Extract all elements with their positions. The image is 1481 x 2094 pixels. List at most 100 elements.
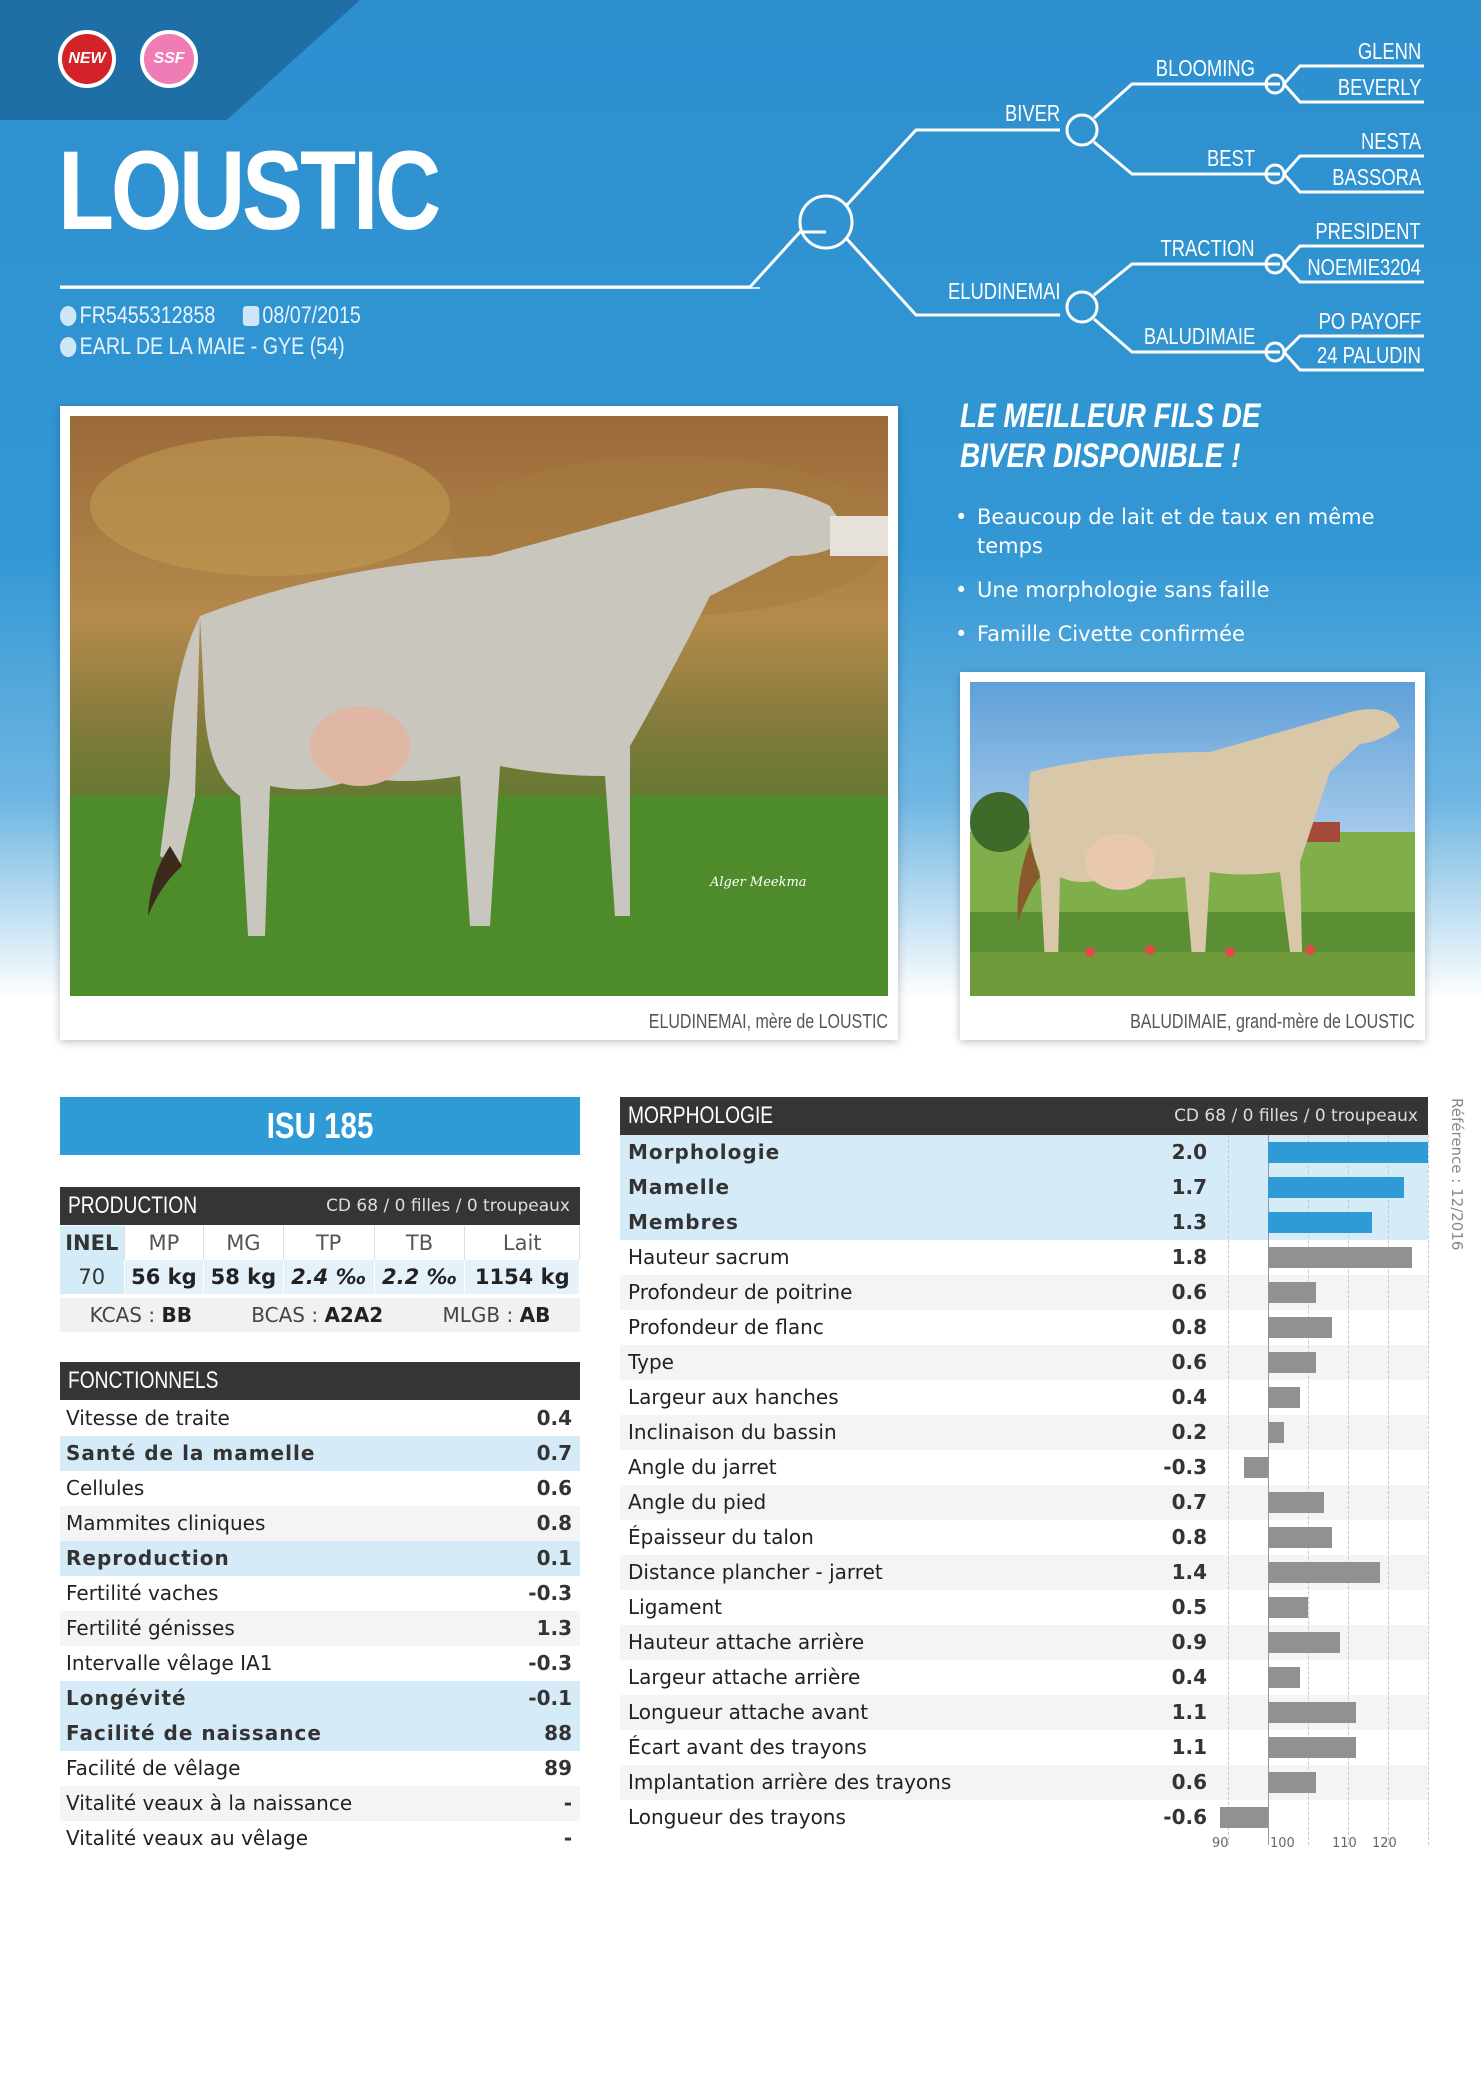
morphologie-row: Ligament 0.5 <box>620 1590 1428 1625</box>
morphologie-bar <box>1268 1212 1372 1233</box>
kcas: KCAS : BB <box>89 1303 192 1327</box>
fonctionnel-row: Mammites cliniques 0.8 <box>60 1506 580 1541</box>
morphologie-label: Profondeur de flanc <box>628 1315 824 1339</box>
main-cow-photo: Alger Meekma <box>70 416 888 996</box>
morphologie-label: Membres <box>628 1210 739 1234</box>
cell-value: 2.2 ‰ <box>374 1260 466 1294</box>
morphologie-bar <box>1268 1527 1332 1548</box>
morphologie-value: -0.3 <box>1163 1455 1207 1479</box>
fonctionnel-value: 1.3 <box>536 1616 572 1640</box>
morphologie-label: Implantation arrière des trayons <box>628 1770 952 1794</box>
morphologie-value: 1.1 <box>1171 1700 1207 1724</box>
col-header: Lait <box>464 1226 580 1260</box>
morphologie-value: 0.8 <box>1171 1315 1207 1339</box>
col-header: MP <box>124 1226 205 1260</box>
morphologie-value: 0.4 <box>1171 1385 1207 1409</box>
breeder-icon <box>60 337 77 357</box>
morphologie-bar <box>1268 1702 1356 1723</box>
morphologie-row: Angle du jarret -0.3 <box>620 1450 1428 1485</box>
highlights-list: Beaucoup de lait et de taux en même temp… <box>955 503 1395 664</box>
pedigree-sss: GLENN <box>1357 38 1421 64</box>
highlight-item: Famille Civette confirmée <box>955 620 1395 649</box>
pedigree-dsd: NOEMIE3204 <box>1307 254 1421 280</box>
small-photo-frame: BALUDIMAIE, grand-mère de LOUSTIC <box>960 672 1425 1040</box>
main-photo-caption: ELUDINEMAI, mère de LOUSTIC <box>648 1011 888 1033</box>
mlgb: MLGB : AB <box>442 1303 551 1327</box>
morphologie-value: 0.6 <box>1171 1770 1207 1794</box>
grid-line <box>1308 1135 1309 1845</box>
fonctionnel-label: Facilité de naissance <box>66 1721 322 1745</box>
morphologie-value: 0.5 <box>1171 1595 1207 1619</box>
fonctionnel-value: 0.1 <box>536 1546 572 1570</box>
morphologie-row: Épaisseur du talon 0.8 <box>620 1520 1428 1555</box>
fonctionnel-label: Mammites cliniques <box>66 1511 266 1535</box>
morphologie-bar <box>1268 1597 1308 1618</box>
morphologie-bar <box>1268 1247 1412 1268</box>
pedigree-dam-sire: TRACTION <box>1160 235 1255 261</box>
fonctionnel-label: Cellules <box>66 1476 145 1500</box>
morphologie-bar <box>1268 1387 1300 1408</box>
fonctionnel-label: Intervalle vêlage IA1 <box>66 1651 273 1675</box>
fonctionnel-value: - <box>563 1791 572 1815</box>
cell-value: 58 kg <box>203 1260 284 1294</box>
fonctionnel-value: 0.4 <box>536 1406 572 1430</box>
morphologie-label: Longueur attache avant <box>628 1700 869 1724</box>
morphologie-value: 0.4 <box>1171 1665 1207 1689</box>
small-cow-photo <box>970 682 1415 996</box>
fonctionnel-row: Facilité de vêlage 89 <box>60 1751 580 1786</box>
axis-tick-label: 90 <box>1212 1836 1229 1851</box>
bcas: BCAS : A2A2 <box>251 1303 384 1327</box>
grid-line <box>1228 1135 1229 1845</box>
morphologie-label: Distance plancher - jarret <box>628 1560 883 1584</box>
id-line: FR5455312858 08/07/2015 <box>60 302 361 330</box>
fonctionnel-value: -0.3 <box>528 1581 572 1605</box>
morphologie-row: Inclinaison du bassin 0.2 <box>620 1415 1428 1450</box>
highlight-item: Beaucoup de lait et de taux en même temp… <box>955 503 1395 561</box>
morphologie-value: -0.6 <box>1163 1805 1207 1829</box>
morphologie-label: Épaisseur du talon <box>628 1525 814 1549</box>
breeder: EARL DE LA MAIE - GYE (54) <box>79 333 345 360</box>
pedigree-dam: ELUDINEMAI <box>948 278 1061 304</box>
svg-text:Alger Meekma: Alger Meekma <box>709 875 807 890</box>
morphologie-value: 1.1 <box>1171 1735 1207 1759</box>
morphologie-row: Hauteur sacrum 1.8 <box>620 1240 1428 1275</box>
morphologie-label: Angle du jarret <box>628 1455 777 1479</box>
calendar-icon <box>242 306 260 326</box>
fonctionnel-row: Longévité -0.1 <box>60 1681 580 1716</box>
fonctionnel-value: 88 <box>544 1721 572 1745</box>
cell-value: 56 kg <box>124 1260 205 1294</box>
morphologie-row: Largeur attache arrière 0.4 <box>620 1660 1428 1695</box>
pedigree-sds: NESTA <box>1361 128 1421 154</box>
fonctionnel-value: -0.3 <box>528 1651 572 1675</box>
fonctionnel-row: Vitesse de traite 0.4 <box>60 1401 580 1436</box>
morphologie-label: Ligament <box>628 1595 722 1619</box>
morphologie-value: 1.8 <box>1171 1245 1207 1269</box>
morphologie-row: Hauteur attache arrière 0.9 <box>620 1625 1428 1660</box>
fonctionnel-value: - <box>563 1826 572 1850</box>
fonctionnel-row: Cellules 0.6 <box>60 1471 580 1506</box>
morphologie-bar <box>1268 1282 1316 1303</box>
fonctionnel-value: 0.8 <box>536 1511 572 1535</box>
fonctionnel-label: Reproduction <box>66 1546 230 1570</box>
fonctionnel-value: 0.7 <box>536 1441 572 1465</box>
morphologie-bar <box>1268 1142 1428 1163</box>
breeder-line: EARL DE LA MAIE - GYE (54) <box>60 333 345 361</box>
cell-value: 1154 kg <box>464 1260 580 1294</box>
fonctionnel-label: Vitesse de traite <box>66 1406 230 1430</box>
morphologie-value: 0.2 <box>1171 1420 1207 1444</box>
morphologie-row: Distance plancher - jarret 1.4 <box>620 1555 1428 1590</box>
fonctionnel-label: Vitalité veaux à la naissance <box>66 1791 353 1815</box>
morphologie-label: Écart avant des trayons <box>628 1735 867 1759</box>
morphologie-row: Profondeur de flanc 0.8 <box>620 1310 1428 1345</box>
morphologie-bar <box>1268 1492 1324 1513</box>
morphologie-value: 0.7 <box>1171 1490 1207 1514</box>
fonctionnel-value: 0.6 <box>536 1476 572 1500</box>
morphologie-label: Mamelle <box>628 1175 731 1199</box>
pedigree-sire-dam: BEST <box>1206 145 1255 171</box>
production-header: PRODUCTION CD 68 / 0 filles / 0 troupeau… <box>60 1187 580 1225</box>
pedigree-sire-sire: BLOOMING <box>1155 55 1255 81</box>
isu-banner: ISU 185 <box>60 1097 580 1155</box>
col-header: TP <box>283 1226 375 1260</box>
pedigree-dss: PRESIDENT <box>1315 218 1421 244</box>
fonctionnel-row: Santé de la mamelle 0.7 <box>60 1436 580 1471</box>
